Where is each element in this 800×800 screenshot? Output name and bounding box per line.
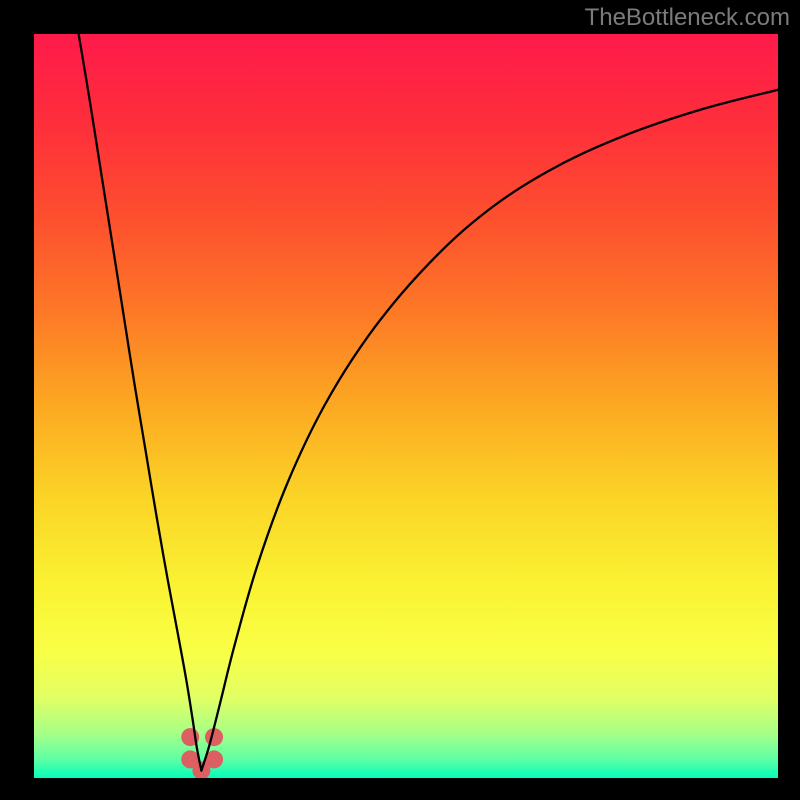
chart-container: TheBottleneck.com: [0, 0, 800, 800]
watermark-text: TheBottleneck.com: [585, 4, 790, 32]
gradient-background: [34, 34, 778, 778]
plot-svg: [0, 0, 800, 800]
